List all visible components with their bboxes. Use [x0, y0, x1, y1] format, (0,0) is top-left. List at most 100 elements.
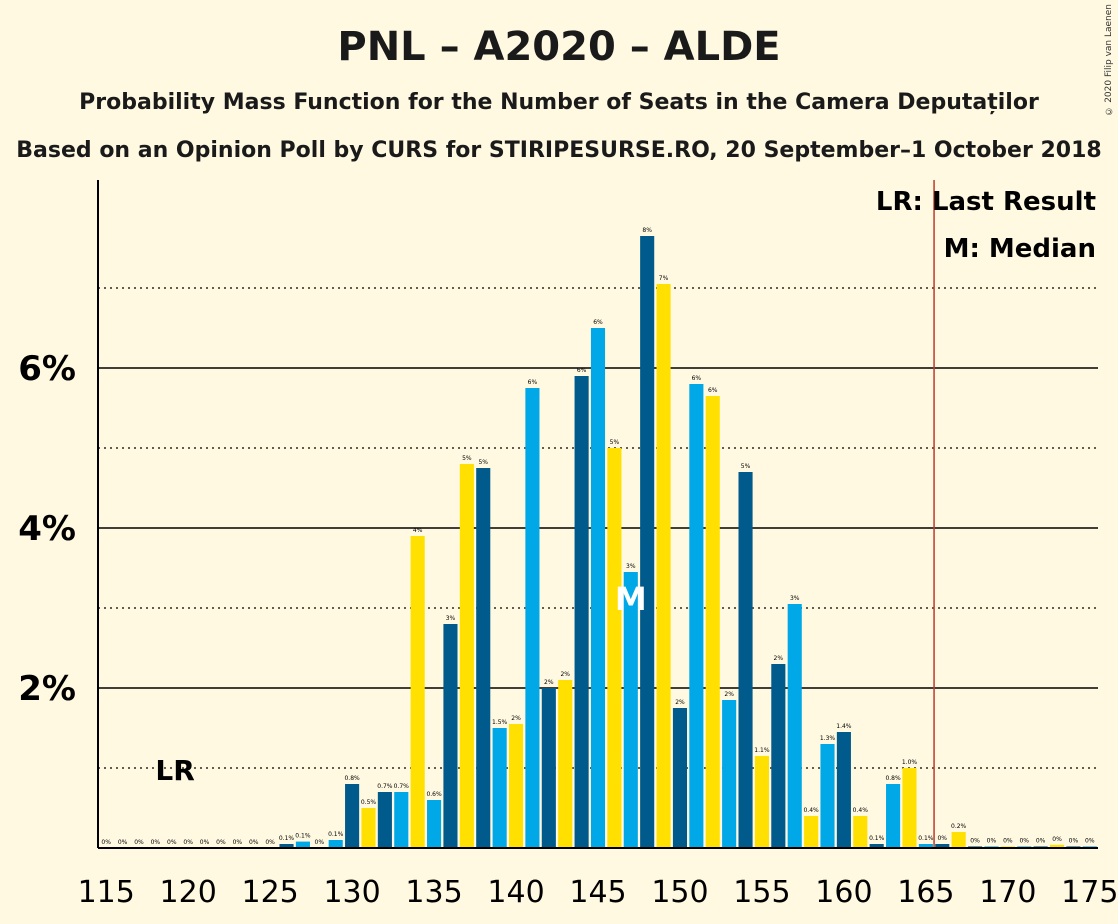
legend: LR: Last Result M: Median — [876, 187, 1096, 264]
bar-148 — [640, 236, 655, 848]
value-label-124: 0% — [249, 839, 259, 846]
median-marker: M — [615, 580, 647, 618]
legend-median: M: Median — [944, 234, 1096, 264]
value-label-175: 0% — [1085, 837, 1095, 844]
value-label-150: 2% — [675, 699, 685, 706]
value-label-169: 0% — [987, 837, 997, 844]
value-label-160: 1.4% — [836, 723, 852, 730]
value-label-129: 0.1% — [328, 831, 344, 838]
value-label-121: 0% — [200, 839, 210, 846]
value-label-152: 6% — [708, 387, 718, 394]
value-label-140: 2% — [511, 715, 521, 722]
last-result-label: LR — [155, 754, 194, 787]
value-label-134: 4% — [413, 527, 423, 534]
bar-165 — [918, 844, 933, 848]
value-label-153: 2% — [724, 691, 734, 698]
bar-161 — [853, 816, 868, 848]
value-labels: 0% 0% 0% 0% 0% 0% 0% 0% 0% 0% 0%0.1% 0.1%0%0.1%0.8%… — [101, 227, 1094, 846]
bar-127 — [295, 841, 310, 848]
value-label-157: 3% — [790, 595, 800, 602]
value-label-154: 5% — [741, 463, 751, 470]
y-tick-label: 6% — [18, 349, 76, 389]
bar-149 — [656, 284, 671, 848]
value-label-123: 0% — [233, 839, 243, 846]
bar-136 — [443, 624, 458, 848]
x-tick-label: 120 — [160, 875, 217, 910]
value-label-159: 1.3% — [820, 735, 836, 742]
value-label-130: 0.8% — [344, 775, 360, 782]
axes: 2% 4% 6% 115 120 125 130 135 140 145 150 155 160 165 1… — [18, 180, 1118, 910]
x-tick-label: 150 — [651, 875, 708, 910]
value-label-131: 0.5% — [361, 799, 377, 806]
value-label-156: 2% — [774, 655, 784, 662]
value-label-132: 0.7% — [377, 783, 393, 790]
bar-129 — [328, 840, 343, 848]
bar-139 — [492, 728, 507, 848]
bar-126 — [279, 844, 294, 848]
x-tick-label: 145 — [569, 875, 626, 910]
bar-145 — [590, 328, 606, 848]
x-tick-label: 115 — [78, 875, 135, 910]
bar-151 — [689, 384, 704, 848]
value-label-115: 0% — [101, 839, 111, 846]
value-label-133: 0.7% — [394, 783, 410, 790]
value-label-139: 1.5% — [492, 719, 508, 726]
value-label-158: 0.4% — [803, 807, 819, 814]
bar-144 — [574, 376, 589, 848]
value-label-172: 0% — [1036, 837, 1046, 844]
y-tick-label: 2% — [18, 669, 76, 709]
x-tick-label: 130 — [323, 875, 380, 910]
bar-134 — [410, 536, 425, 848]
bar-141 — [525, 388, 540, 848]
value-label-173: 0% — [1052, 836, 1062, 843]
value-label-118: 0% — [151, 839, 161, 846]
bar-143 — [558, 680, 573, 848]
bar-140 — [508, 724, 524, 848]
value-label-122: 0% — [216, 839, 226, 846]
x-tick-label: 135 — [405, 875, 462, 910]
bar-155 — [754, 756, 769, 848]
bar-154 — [738, 472, 753, 848]
bar-167 — [951, 832, 966, 848]
bar-series — [279, 236, 1097, 848]
value-label-137: 5% — [462, 455, 472, 462]
value-label-167: 0.2% — [951, 823, 967, 830]
value-label-166: 0% — [937, 835, 947, 842]
value-label-145: 6% — [593, 319, 603, 326]
bar-163 — [886, 784, 901, 848]
value-label-119: 0% — [167, 839, 177, 846]
bar-156 — [771, 664, 786, 848]
value-label-162: 0.1% — [869, 835, 885, 842]
x-tick-label: 160 — [815, 875, 872, 910]
value-label-128: 0% — [315, 839, 325, 846]
value-label-142: 2% — [544, 679, 554, 686]
bar-138 — [476, 468, 491, 848]
bar-152 — [705, 396, 720, 848]
bar-173 — [1049, 844, 1065, 848]
value-label-126: 0.1% — [279, 835, 295, 842]
value-label-117: 0% — [134, 839, 144, 846]
value-label-120: 0% — [183, 839, 193, 846]
value-label-136: 3% — [446, 615, 456, 622]
bar-150 — [672, 708, 688, 848]
bar-147 — [623, 572, 638, 848]
value-label-164: 1.0% — [902, 759, 918, 766]
value-label-127: 0.1% — [295, 833, 311, 840]
value-label-148: 8% — [642, 227, 652, 234]
value-label-116: 0% — [118, 839, 128, 846]
bar-157 — [787, 604, 802, 848]
value-label-141: 6% — [528, 379, 538, 386]
value-label-143: 2% — [560, 671, 570, 678]
bar-133 — [394, 792, 409, 848]
value-label-168: 0% — [970, 837, 980, 844]
value-label-135: 0.6% — [426, 791, 442, 798]
bar-159 — [820, 744, 835, 848]
bar-130 — [345, 784, 360, 848]
value-label-138: 5% — [478, 459, 488, 466]
x-tick-label: 155 — [733, 875, 790, 910]
x-tick-label: 170 — [979, 875, 1036, 910]
value-label-147: 3% — [626, 563, 636, 570]
y-tick-label: 4% — [18, 509, 76, 549]
bar-135 — [427, 800, 442, 848]
